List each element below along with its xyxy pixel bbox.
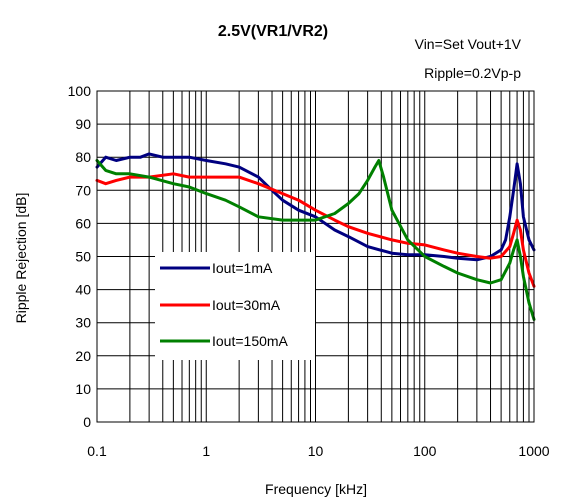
series-line-iout-30ma: [95, 172, 536, 288]
series-line-iout-1ma: [95, 152, 536, 262]
x-tick-label: 100: [413, 443, 437, 459]
legend: Iout=1mA Iout=30mA Iout=150mA: [155, 252, 315, 360]
series-line-iout-150ma: [95, 159, 536, 321]
y-tick-label: 10: [75, 381, 91, 397]
legend-label-iout-150ma: Iout=150mA: [212, 333, 289, 349]
legend-entry-iout-150ma: Iout=150mA: [160, 333, 289, 349]
axis-ticks: 0 10 20 30 40 50 60 70 80 90 100 0.1 1 10 100 1000: [68, 83, 550, 459]
x-tick-label: 1000: [518, 443, 549, 459]
legend-label-iout-30ma: Iout=30mA: [212, 297, 281, 313]
condition-annotation-ripple: Ripple=0.2Vp-p: [424, 65, 521, 81]
y-tick-label: 80: [75, 149, 91, 165]
x-tick-label: 0.1: [87, 443, 107, 459]
x-tick-label: 10: [308, 443, 324, 459]
x-tick-label: 1: [202, 443, 210, 459]
y-tick-label: 70: [75, 182, 91, 198]
y-tick-label: 50: [75, 249, 91, 265]
x-axis-label: Frequency [kHz]: [265, 481, 367, 497]
legend-entry-iout-30ma: Iout=30mA: [160, 297, 281, 313]
plot-frame: [96, 90, 535, 423]
legend-label-iout-1ma: Iout=1mA: [212, 260, 273, 276]
chart-title: 2.5V(VR1/VR2): [218, 23, 328, 40]
y-tick-label: 60: [75, 215, 91, 231]
y-tick-label: 90: [75, 116, 91, 132]
y-tick-label: 20: [75, 348, 91, 364]
y-tick-label: 40: [75, 282, 91, 298]
y-tick-label: 0: [83, 414, 91, 430]
legend-entry-iout-1ma: Iout=1mA: [160, 260, 273, 276]
condition-annotation-vin: Vin=Set Vout+1V: [415, 36, 522, 52]
y-tick-label: 100: [68, 83, 92, 99]
y-tick-label: 30: [75, 315, 91, 331]
series-layer: [95, 152, 536, 321]
y-axis-label: Ripple Rejection [dB]: [13, 193, 29, 324]
